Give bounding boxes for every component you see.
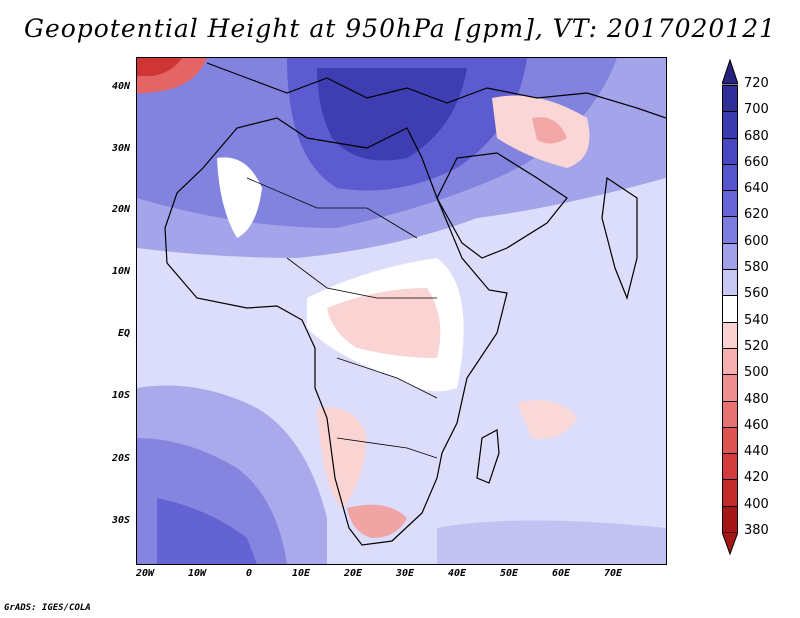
colorbar-label: 460 <box>744 417 769 433</box>
map-panel <box>136 57 667 565</box>
country-borders <box>246 177 438 459</box>
sahara-pale <box>217 157 262 238</box>
lon-label-30e: 30E <box>395 568 415 579</box>
colorbar-label: 580 <box>744 260 769 276</box>
colorbar-label: 720 <box>744 76 769 91</box>
colorbar-label: 680 <box>744 128 769 144</box>
south-indian-band <box>437 520 666 564</box>
colorbar-bottom-triangle <box>722 532 738 556</box>
europe-coastline <box>206 62 666 119</box>
colorbar-segment <box>722 347 738 375</box>
colorbar-segment <box>722 190 738 217</box>
lat-label-10n: 10N <box>111 266 130 277</box>
lon-label-60e: 60E <box>551 568 571 579</box>
south-africa-warm <box>347 504 407 538</box>
arabia-warm-core <box>532 117 567 144</box>
lat-label-10s: 10S <box>111 390 130 401</box>
india-coastline <box>601 176 638 300</box>
lat-label-30s: 30S <box>111 515 130 526</box>
colorbar-top-triangle <box>722 58 738 85</box>
colorbar-label: 640 <box>744 181 769 197</box>
central-africa-pink <box>327 288 441 358</box>
colorbar-label: 700 <box>744 102 769 118</box>
colorbar-label: 440 <box>744 444 769 460</box>
colorbar-label: 480 <box>744 391 769 407</box>
lon-label-40e: 40E <box>447 568 467 579</box>
colorbar-label: 540 <box>744 312 769 328</box>
lon-label-10e: 10E <box>291 568 311 579</box>
arabia-coastline <box>436 152 568 259</box>
lon-label-20w: 20W <box>135 568 155 579</box>
lon-label-20e: 20E <box>343 568 363 579</box>
colorbar-segment <box>722 505 738 532</box>
colorbar-segment <box>722 242 738 270</box>
lat-label-20n: 20N <box>111 204 130 215</box>
lon-label-0: 0 <box>245 568 253 579</box>
colorbar-label: 500 <box>744 365 769 381</box>
madagascar-coastline <box>476 429 500 484</box>
colorbar-segment <box>722 321 738 348</box>
colorbar-label: 400 <box>744 496 769 512</box>
south-atlantic-low-3 <box>157 498 257 564</box>
lon-label-50e: 50E <box>499 568 519 579</box>
colorbar-segment <box>722 374 738 401</box>
colorbar-label: 520 <box>744 338 769 354</box>
colorbar-segment <box>722 85 738 112</box>
lon-label-70e: 70E <box>603 568 623 579</box>
lon-label-10w: 10W <box>187 568 207 579</box>
chart-title: Geopotential Height at 950hPa [gpm], VT:… <box>23 14 777 43</box>
colorbar-segment <box>722 400 738 427</box>
colorbar-label: 620 <box>744 207 769 223</box>
colorbar-segment <box>722 111 738 138</box>
northwest-red-core <box>137 58 182 76</box>
colorbar-label: 660 <box>744 154 769 170</box>
colorbar-segment <box>722 216 738 243</box>
colorbar-segment <box>722 269 738 296</box>
africa-coastline <box>164 117 508 546</box>
lat-label-eq: EQ <box>117 328 130 339</box>
colorbar-label: 420 <box>744 470 769 486</box>
colorbar-segment <box>722 453 738 480</box>
colorbar-segment <box>722 137 738 164</box>
lat-label-30n: 30N <box>111 143 130 154</box>
lat-label-20s: 20S <box>111 453 130 464</box>
colorbar-segment <box>722 479 738 506</box>
colorbar-segment <box>722 426 738 454</box>
footer-credit: GrADS: IGES/COLA <box>4 603 91 613</box>
colorbar-segment <box>722 163 738 191</box>
colorbar-label: 380 <box>744 523 769 538</box>
colorbar-label: 600 <box>744 233 769 249</box>
colorbar-segment <box>722 295 738 322</box>
madagascar-east-pink <box>517 400 577 439</box>
lat-label-40n: 40N <box>111 81 130 92</box>
geopotential-field <box>137 58 666 564</box>
colorbar-label: 560 <box>744 286 769 302</box>
